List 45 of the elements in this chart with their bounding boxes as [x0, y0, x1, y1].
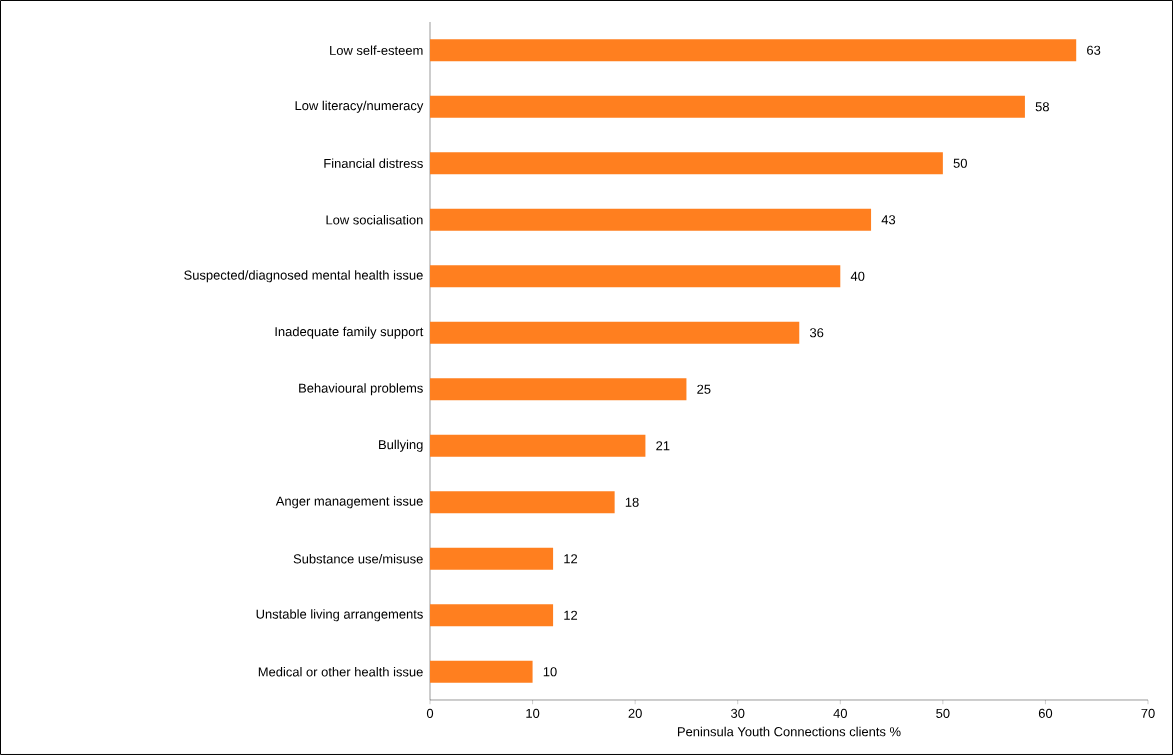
bar [430, 208, 872, 231]
bar [430, 39, 1077, 62]
x-tick-label: 30 [731, 708, 745, 718]
y-tick-label: Low literacy/numeracy [295, 100, 424, 113]
x-tick-label: 0 [426, 708, 434, 718]
bar [430, 491, 615, 514]
bar [430, 547, 554, 570]
bar [430, 604, 554, 627]
y-tick-label: Medical or other health issue [258, 666, 423, 677]
y-tick-label: Suspected/diagnosed mental health issue [184, 270, 423, 283]
data-label: 58 [1035, 102, 1049, 112]
x-tick-label: 70 [1141, 708, 1155, 718]
data-label: 63 [1087, 45, 1101, 55]
y-tick-label: Behavioural problems [299, 383, 423, 396]
y-tick-label: Substance use/misuse [293, 553, 423, 564]
x-tick-label: 40 [833, 708, 847, 718]
x-tick-label: 50 [936, 708, 950, 718]
bar [430, 434, 646, 457]
x-axis-title: Peninsula Youth Connections clients % [677, 726, 901, 737]
y-tick-label: Low self-esteem [330, 45, 423, 55]
bar [430, 378, 687, 401]
y-tick-label: Unstable living arrangements [256, 609, 423, 622]
x-tick-label: 60 [1038, 708, 1053, 718]
x-tick-label: 20 [628, 708, 642, 718]
bar [430, 660, 533, 683]
data-label: 50 [953, 158, 967, 168]
y-tick-label: Low socialisation [326, 214, 423, 225]
bar [430, 265, 841, 288]
data-label: 10 [543, 667, 557, 677]
bar [430, 95, 1025, 118]
bar [430, 321, 800, 344]
data-label: 25 [697, 384, 711, 394]
data-label: 18 [625, 497, 639, 507]
y-tick-label: Anger management issue [275, 496, 423, 509]
y-tick-label: Financial distress [324, 158, 423, 168]
data-label: 40 [850, 271, 865, 281]
data-label: 12 [564, 610, 578, 620]
y-tick-label: Inadequate family support [275, 326, 424, 339]
x-tick-label: 10 [526, 708, 540, 718]
data-label: 36 [809, 328, 824, 338]
data-label: 21 [656, 441, 670, 451]
data-label: 12 [564, 554, 578, 564]
data-label: 43 [881, 215, 896, 225]
y-tick-label: Bullying [379, 439, 423, 452]
bar [430, 152, 943, 175]
